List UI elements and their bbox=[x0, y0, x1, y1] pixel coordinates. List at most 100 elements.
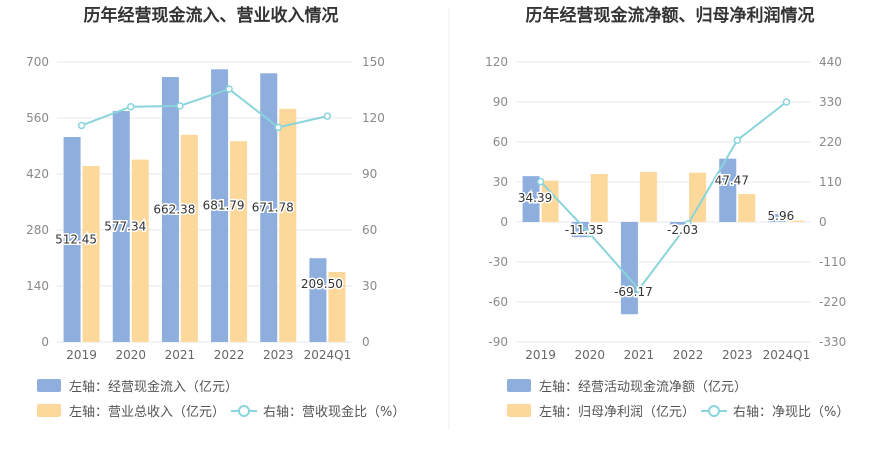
line-series-2 bbox=[81, 87, 328, 129]
data-label: 512.45 bbox=[55, 233, 97, 247]
line-point bbox=[77, 121, 86, 130]
left-axis-tick: 420 bbox=[26, 167, 49, 181]
left-axis-tick: 120 bbox=[485, 55, 508, 69]
bar-series-0 bbox=[719, 158, 737, 222]
bar-series-1 bbox=[541, 180, 559, 222]
x-axis-tick: 2020 bbox=[574, 348, 605, 362]
left-axis-tick: 140 bbox=[26, 279, 49, 293]
bar-series-1 bbox=[639, 172, 657, 222]
bar-series-1 bbox=[590, 174, 608, 222]
bar-series-1 bbox=[180, 134, 198, 342]
right-axis-tick: -330 bbox=[819, 335, 846, 349]
bar-series-0 bbox=[161, 77, 179, 342]
bar-series-1 bbox=[328, 272, 346, 342]
bar-series-1 bbox=[82, 166, 100, 342]
data-label: 577.34 bbox=[104, 220, 146, 234]
right-axis-tick: 330 bbox=[819, 95, 842, 109]
left-axis-tick: 30 bbox=[493, 175, 508, 189]
netcash-profit-chart: 历年经营现金流净额、归母净利润情况 -90 -60 -30 0 30 60 90 120 -330… bbox=[485, 5, 849, 420]
bar-series-1 bbox=[279, 108, 297, 342]
chart-title: 历年经营现金流入、营业收入情况 bbox=[84, 5, 339, 26]
bar-series-0 bbox=[620, 222, 638, 315]
legend-label: 右轴：营收现金比（%） bbox=[263, 404, 405, 420]
x-axis-tick: 2022 bbox=[214, 348, 245, 362]
line-point bbox=[536, 177, 545, 186]
x-axis-tick: 2019 bbox=[525, 348, 556, 362]
line-point bbox=[323, 112, 332, 120]
legend-swatch bbox=[37, 379, 61, 392]
legend-label: 左轴：归母净利润（亿元） bbox=[539, 405, 695, 420]
x-axis-tick: 2023 bbox=[722, 348, 753, 362]
data-label: 681.79 bbox=[203, 199, 245, 213]
bar-series-0 bbox=[211, 69, 229, 342]
legend-swatch-marker bbox=[708, 405, 720, 417]
left-axis-tick: 0 bbox=[41, 335, 49, 349]
data-label: 47.47 bbox=[715, 174, 749, 188]
bar-series-1 bbox=[689, 172, 707, 222]
x-axis-tick: 2024Q1 bbox=[763, 348, 811, 362]
x-axis-tick: 2021 bbox=[165, 348, 196, 362]
legend-label: 左轴：经营活动现金流净额（亿元） bbox=[539, 379, 747, 395]
legend-label: 右轴：净现比（%） bbox=[733, 405, 849, 420]
right-axis-tick: 90 bbox=[362, 167, 377, 181]
x-axis-tick: 2020 bbox=[115, 348, 146, 362]
left-axis-tick: 280 bbox=[26, 223, 49, 237]
data-label: 5.96 bbox=[768, 209, 795, 223]
bar-series-0 bbox=[571, 222, 589, 238]
left-axis-tick: 0 bbox=[500, 215, 508, 229]
x-axis-tick: 2023 bbox=[263, 348, 294, 362]
bar-series-1 bbox=[787, 220, 805, 222]
right-axis-tick: 220 bbox=[819, 135, 842, 149]
right-axis-tick: 110 bbox=[819, 175, 842, 189]
legend-swatch-marker bbox=[238, 405, 250, 417]
bar-series-1 bbox=[131, 159, 149, 342]
right-axis-tick: 30 bbox=[362, 279, 377, 293]
legend-label: 左轴：营业总收入（亿元） bbox=[69, 405, 225, 420]
line-point bbox=[782, 98, 791, 106]
line-point bbox=[225, 85, 233, 93]
line-point bbox=[635, 285, 643, 294]
left-axis-tick: -30 bbox=[488, 255, 508, 269]
line-series-2 bbox=[539, 101, 788, 291]
data-label: 671.78 bbox=[252, 201, 294, 215]
x-axis-tick: 2022 bbox=[673, 348, 704, 362]
line-point bbox=[127, 103, 135, 111]
data-label: -2.03 bbox=[667, 223, 698, 237]
right-axis-tick: 440 bbox=[819, 55, 842, 69]
right-axis-tick: 60 bbox=[362, 223, 377, 237]
bar-series-1 bbox=[738, 194, 756, 222]
bar-series-0 bbox=[768, 214, 786, 222]
bar-series-0 bbox=[260, 73, 278, 343]
bar-series-0 bbox=[63, 137, 81, 342]
cashflow-revenue-chart: 历年经营现金流入、营业收入情况 0 140 280 420 560 700 0 30 60 90 12… bbox=[26, 5, 405, 420]
x-axis-tick: 2024Q1 bbox=[304, 348, 352, 362]
bar-series-0 bbox=[670, 222, 688, 225]
line-point bbox=[586, 229, 594, 238]
line-point bbox=[274, 123, 282, 132]
left-axis-tick: 700 bbox=[26, 55, 49, 69]
left-axis-tick: 560 bbox=[26, 111, 49, 125]
bar-series-0 bbox=[309, 258, 327, 342]
right-axis-tick: -220 bbox=[819, 295, 846, 309]
legend-swatch bbox=[507, 404, 531, 417]
bar-series-1 bbox=[230, 141, 248, 342]
left-axis-tick: -60 bbox=[488, 295, 508, 309]
chart-title: 历年经营现金流净额、归母净利润情况 bbox=[526, 5, 815, 26]
data-label: -69.17 bbox=[614, 285, 653, 299]
right-axis-tick: 0 bbox=[819, 215, 827, 229]
line-point bbox=[176, 102, 184, 110]
data-label: 662.38 bbox=[153, 203, 195, 217]
legend-label: 左轴：经营现金流入（亿元） bbox=[69, 379, 238, 395]
right-axis-tick: 120 bbox=[362, 111, 385, 125]
legend-swatch bbox=[507, 379, 531, 392]
bar-series-0 bbox=[522, 176, 540, 222]
left-axis-tick: -90 bbox=[488, 335, 508, 349]
left-axis-tick: 90 bbox=[493, 95, 508, 109]
left-axis-tick: 60 bbox=[493, 135, 508, 149]
data-label: 34.39 bbox=[518, 191, 552, 205]
legend-swatch bbox=[37, 404, 61, 417]
right-axis-tick: 0 bbox=[362, 335, 370, 349]
right-axis-tick: 150 bbox=[362, 55, 385, 69]
